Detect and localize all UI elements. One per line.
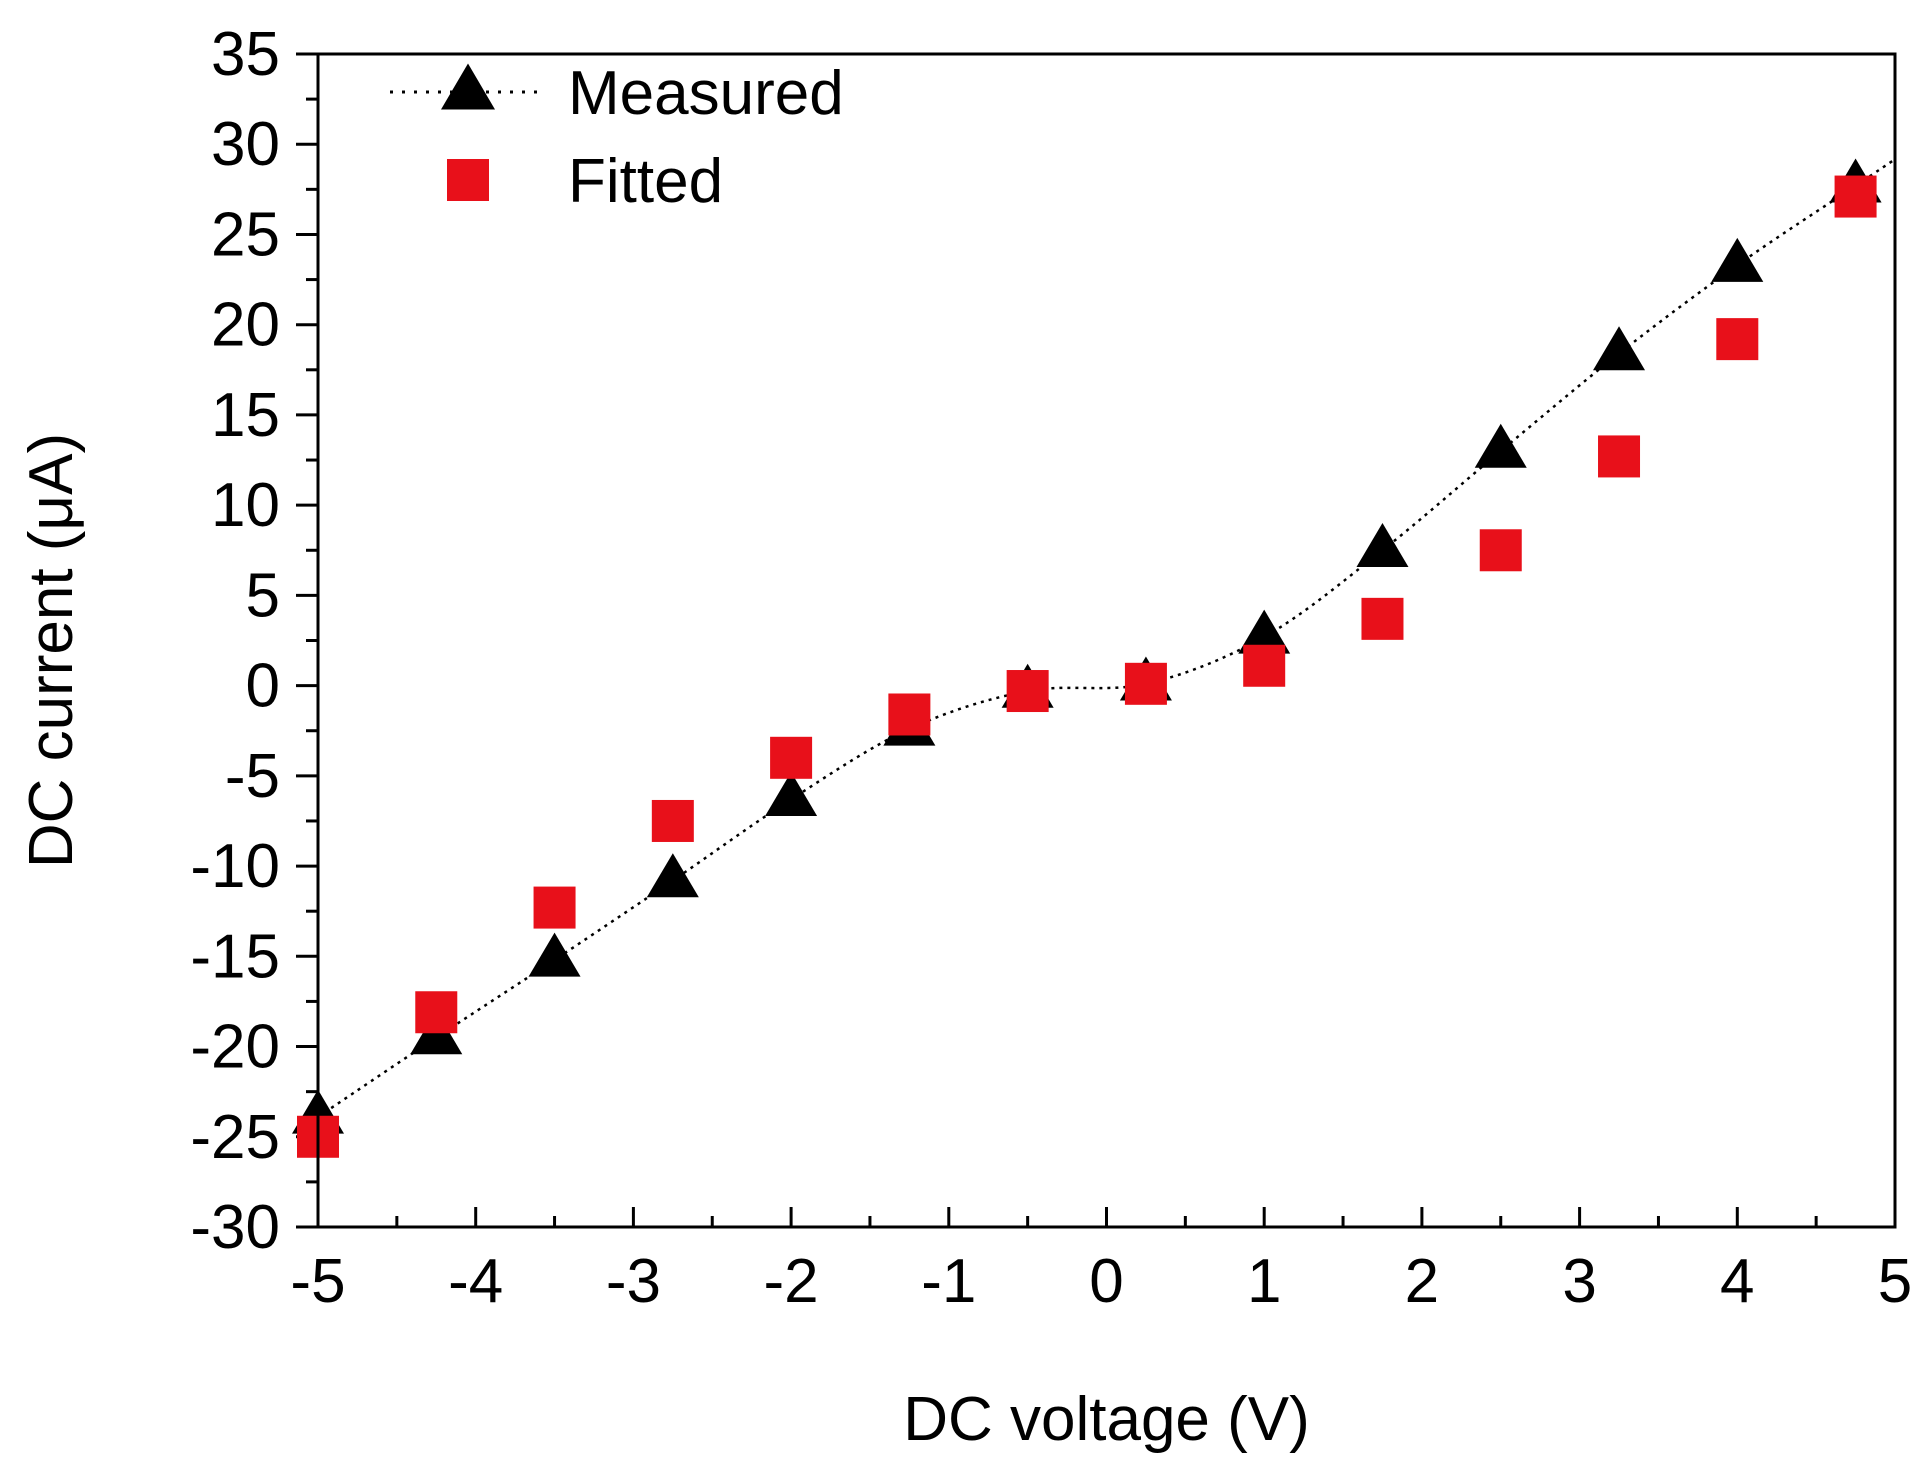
x-tick-label: -4	[448, 1247, 503, 1316]
measured-point	[646, 853, 699, 898]
measured-point	[765, 772, 818, 817]
y-tick-label: -5	[225, 742, 280, 811]
fitted-point	[770, 736, 813, 779]
fitted-point	[1834, 175, 1877, 218]
fitted-point	[1006, 670, 1049, 713]
fitted-point	[1479, 529, 1522, 572]
x-tick-label: -2	[764, 1247, 819, 1316]
y-tick-label: -15	[190, 922, 280, 991]
y-tick-label: 0	[246, 652, 280, 721]
fitted-point	[1716, 318, 1759, 361]
y-tick-label: -30	[190, 1193, 280, 1262]
x-tick-label: 2	[1405, 1247, 1439, 1316]
legend-measured-label: Measured	[568, 59, 844, 128]
x-tick-label: -5	[290, 1247, 345, 1316]
tick-labels-layer: -5 -4 -3 -2 -1 0 1 2 3 4 5-30-25-20-15-10-50510152…	[190, 20, 1912, 1316]
measured-point	[1238, 609, 1291, 654]
y-tick-label: 5	[246, 561, 280, 630]
y-axis-title: DC current (μA)	[17, 433, 86, 868]
measured-point	[528, 932, 581, 977]
plot-frame	[316, 52, 1897, 1229]
x-tick-label: -3	[606, 1247, 661, 1316]
x-tick-label: 5	[1878, 1247, 1912, 1316]
legend: Measured Fitted	[390, 59, 844, 216]
legend-fitted-marker	[447, 159, 489, 201]
y-tick-label: -20	[190, 1013, 280, 1082]
y-tick-label: 10	[211, 471, 280, 540]
measured-point	[1711, 237, 1764, 282]
fitted-point	[651, 799, 694, 842]
y-tick-label: 30	[211, 110, 280, 179]
fitted-point	[533, 886, 576, 929]
measured-point	[1474, 423, 1527, 468]
measured-point	[1356, 522, 1409, 567]
x-tick-label: -1	[921, 1247, 976, 1316]
y-tick-label: -25	[190, 1103, 280, 1172]
marks-layer	[292, 158, 1882, 1158]
legend-fitted-label: Fitted	[568, 147, 723, 216]
fitted-point	[1361, 597, 1404, 640]
x-tick-label: 0	[1089, 1247, 1123, 1316]
x-tick-label: 3	[1562, 1247, 1596, 1316]
legend-measured-marker	[441, 63, 495, 110]
measured-line-layer	[317, 158, 1896, 1118]
x-tick-label: 4	[1720, 1247, 1754, 1316]
fitted-point	[415, 991, 458, 1034]
fitted-point	[1124, 662, 1167, 705]
fitted-point	[1243, 644, 1286, 687]
measured-series-line	[317, 158, 1896, 1118]
y-tick-label: -10	[190, 832, 280, 901]
fitted-point	[888, 693, 931, 736]
x-axis-title: DC voltage (V)	[903, 1385, 1310, 1454]
y-tick-label: 20	[211, 291, 280, 360]
ticks-layer	[296, 52, 1897, 1229]
y-tick-label: 15	[211, 381, 280, 450]
measured-point	[1593, 326, 1646, 371]
y-tick-label: 35	[211, 20, 280, 89]
fitted-point	[1598, 435, 1641, 478]
x-tick-label: 1	[1247, 1247, 1281, 1316]
y-tick-label: 25	[211, 200, 280, 269]
